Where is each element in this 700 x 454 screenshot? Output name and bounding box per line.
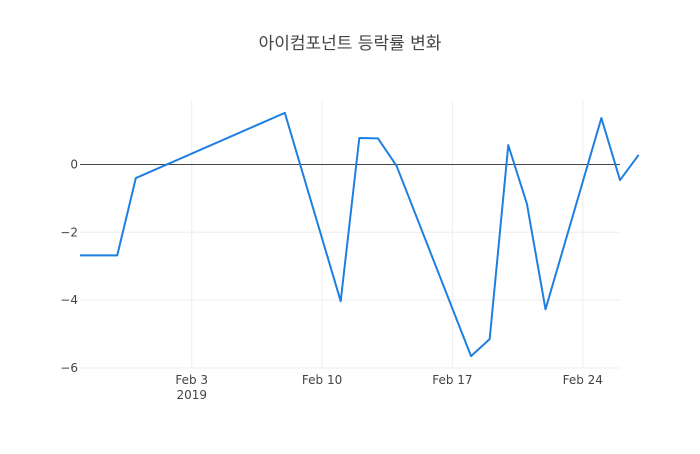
series-layer	[80, 111, 640, 358]
y-tick-label: −4	[60, 293, 78, 307]
grid-layer	[80, 100, 620, 369]
y-tick-label: 0	[70, 157, 78, 171]
chart-title: 아이컴포넌트 등락률 변화	[259, 34, 442, 54]
y-tick-label: −2	[60, 225, 78, 239]
x-tick-label: Feb 3	[175, 373, 208, 387]
y-tick-label: −6	[60, 361, 78, 375]
x-tick-label: Feb 24	[563, 373, 603, 387]
x-tick-label: Feb 10	[302, 373, 342, 387]
x-tick-sublabel: 2019	[176, 388, 207, 402]
series-line	[80, 111, 640, 358]
x-tick-label: Feb 17	[432, 373, 472, 387]
